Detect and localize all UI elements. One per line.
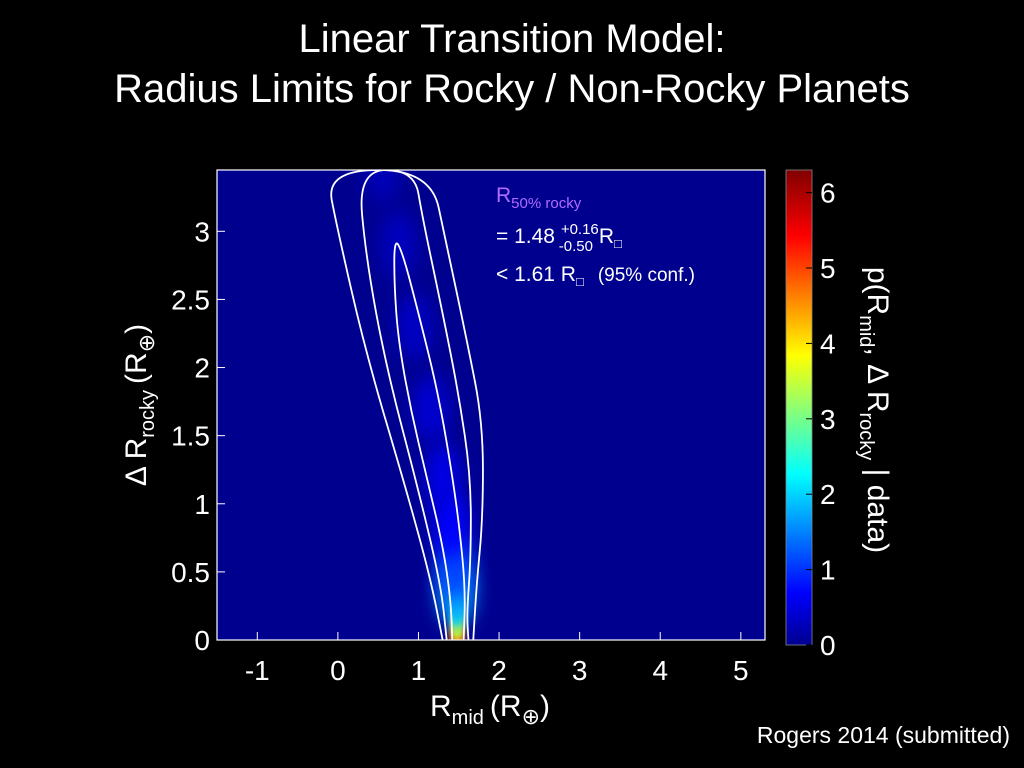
- x-tick-label: 3: [572, 655, 588, 686]
- annotation-r50-value: = 1.48 +0.16 -0.50 R□: [496, 221, 622, 255]
- svg-text:p(Rmid, Δ Rrocky | data): p(Rmid, Δ Rrocky | data): [855, 267, 894, 553]
- colorbar-label: p(Rmid, Δ Rrocky | data): [855, 267, 894, 553]
- colorbar-frame: [785, 169, 813, 646]
- plot-frame: [216, 169, 766, 641]
- x-tick-label: -1: [245, 655, 270, 686]
- colorbar-ticks: 0 1 2 3 4 5 6: [806, 178, 836, 661]
- contour-middle: [360, 170, 472, 640]
- x-tick-label: 0: [330, 655, 346, 686]
- x-axis-label: Rmid (R⊕): [430, 690, 550, 729]
- density-point: [396, 292, 433, 361]
- y-axis-label: Δ Rrocky(R⊕): [120, 324, 159, 486]
- annotation-r50-label: R50% rocky: [496, 184, 582, 212]
- y-tick-label: 0.5: [171, 557, 210, 588]
- title-line-2: Radius Limits for Rocky / Non-Rocky Plan…: [114, 67, 910, 111]
- y-tick-label: 1: [194, 489, 210, 520]
- citation-credit: Rogers 2014 (submitted): [756, 722, 1010, 748]
- annotation-box: R50% rocky = 1.48 +0.16 -0.50 R□ < 1.61 R…: [496, 184, 695, 289]
- colorbar-tick-label: 3: [820, 404, 836, 435]
- colorbar: [786, 170, 812, 645]
- x-tick-label: 2: [491, 655, 507, 686]
- density-point: [412, 374, 449, 443]
- y-tick-label: 1.5: [171, 421, 210, 452]
- colorbar-tick-label: 2: [820, 479, 836, 510]
- contour-outer: [330, 170, 484, 640]
- colorbar-tick-label: 0: [820, 630, 836, 661]
- colorbar-tick-label: 6: [820, 178, 836, 209]
- y-tick-label: 2: [194, 353, 210, 384]
- x-tick-label: 4: [652, 655, 668, 686]
- colorbar-tick-label: 1: [820, 555, 836, 586]
- y-axis-ticks: 0 0.5 1 1.5 2 2.5 3: [171, 216, 225, 656]
- x-tick-label: 5: [733, 655, 749, 686]
- colorbar-tick-label: 4: [820, 328, 836, 359]
- plot-area: [217, 170, 765, 640]
- density-point: [424, 442, 461, 511]
- y-tick-label: 0: [194, 625, 210, 656]
- y-tick-label: 3: [194, 216, 210, 247]
- y-tick-label: 2.5: [171, 284, 210, 315]
- contour-inner: [393, 242, 466, 640]
- x-tick-label: 1: [411, 655, 427, 686]
- slide-title: Linear Transition Model: Radius Limits f…: [0, 14, 1024, 114]
- svg-text:Δ Rrocky(R⊕): Δ Rrocky(R⊕): [120, 324, 159, 486]
- colorbar-tick-label: 5: [820, 253, 836, 284]
- density-point: [364, 170, 401, 204]
- confidence-contours: [330, 170, 484, 640]
- x-axis-ticks: -1 0 1 2 3 4 5: [245, 632, 749, 686]
- annotation-upper-limit: < 1.61 R□ (95% conf.): [496, 263, 695, 289]
- title-line-1: Linear Transition Model:: [298, 17, 726, 61]
